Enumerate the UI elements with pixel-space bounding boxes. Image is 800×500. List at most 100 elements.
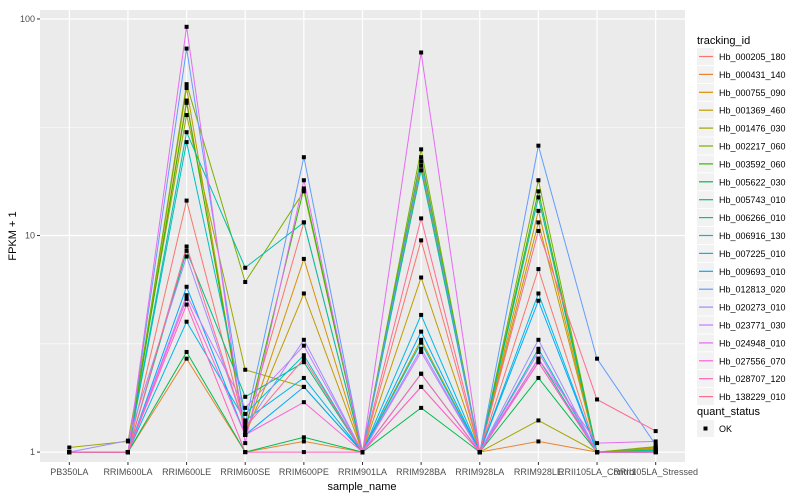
data-point — [301, 439, 306, 444]
data-point — [243, 418, 248, 423]
data-point — [419, 238, 424, 243]
x-axis: PB350LA RRIM600LA RRIM600LE RRIM600SE RRIM60… — [50, 462, 698, 477]
data-point — [243, 405, 248, 410]
data-point — [301, 360, 306, 365]
x-tick-label: RRII105LA_Stressed — [613, 467, 698, 477]
data-point — [419, 384, 424, 389]
data-point — [243, 421, 248, 426]
data-point — [301, 384, 306, 389]
data-point — [536, 337, 541, 342]
data-point — [419, 337, 424, 342]
data-point — [536, 346, 541, 351]
data-point — [184, 349, 189, 354]
y-tick-label: 1 — [30, 447, 35, 457]
legend-color-title: tracking_id — [697, 35, 750, 47]
data-point — [595, 397, 600, 402]
data-point — [419, 371, 424, 376]
legend-label: Hb_023771_030 — [719, 321, 786, 331]
legend-label: Hb_001476_030 — [719, 124, 786, 134]
data-point — [184, 46, 189, 51]
data-point — [301, 400, 306, 405]
data-point — [419, 168, 424, 173]
x-tick-label: RRIM600LE — [162, 467, 211, 477]
data-point — [301, 337, 306, 342]
x-tick-label: RRII105LA_Control — [558, 467, 636, 477]
y-axis: 1 10 100 — [20, 14, 40, 457]
data-point — [653, 439, 658, 444]
x-tick-label: RRIM928BA — [396, 467, 446, 477]
x-tick-label: RRIM901LA — [338, 467, 387, 477]
legend-label: Hb_020273_010 — [719, 303, 786, 313]
data-point — [243, 411, 248, 416]
data-point — [301, 450, 306, 455]
legend-label: Hb_000205_180 — [719, 52, 786, 62]
data-point — [184, 98, 189, 103]
data-point — [184, 85, 189, 90]
data-point — [419, 159, 424, 164]
data-point — [536, 298, 541, 303]
legend-label: OK — [719, 424, 732, 434]
data-point — [301, 220, 306, 225]
legend-shape-title: quant_status — [697, 406, 760, 418]
data-point — [243, 367, 248, 372]
data-point — [184, 248, 189, 253]
data-point — [419, 155, 424, 160]
data-point — [536, 349, 541, 354]
data-point — [184, 24, 189, 29]
data-point — [419, 275, 424, 280]
data-point — [301, 256, 306, 261]
data-point — [184, 113, 189, 118]
legend-label: Hb_002217_060 — [719, 142, 786, 152]
data-point — [595, 441, 600, 446]
data-point — [419, 216, 424, 221]
data-point — [184, 198, 189, 203]
data-point — [595, 450, 600, 455]
data-point — [360, 450, 365, 455]
data-point — [184, 356, 189, 361]
data-point — [301, 375, 306, 380]
x-tick-label: RRIM600PE — [279, 467, 329, 477]
legend-label: Hb_028707_120 — [719, 374, 786, 384]
data-point — [536, 178, 541, 183]
data-point — [536, 375, 541, 380]
data-point — [536, 228, 541, 233]
legend-label: Hb_000431_140 — [719, 70, 786, 80]
data-point — [301, 189, 306, 194]
data-point — [419, 50, 424, 55]
data-point — [243, 441, 248, 446]
data-point — [301, 435, 306, 440]
data-point — [536, 208, 541, 213]
data-point — [419, 340, 424, 345]
legend-label: Hb_003592_060 — [719, 159, 786, 169]
data-point — [243, 429, 248, 434]
data-point — [477, 450, 482, 455]
data-point — [653, 450, 658, 455]
data-point — [243, 280, 248, 285]
data-point — [184, 254, 189, 259]
y-tick-label: 100 — [20, 14, 35, 24]
legend-key-point — [703, 426, 708, 431]
legend-label: Hb_007225_010 — [719, 249, 786, 259]
legend-label: Hb_027556_070 — [719, 356, 786, 366]
data-point — [536, 356, 541, 361]
x-tick-label: RRIM928LA — [455, 467, 504, 477]
data-point — [301, 356, 306, 361]
series-points — [67, 24, 658, 455]
data-point — [536, 195, 541, 200]
y-tick-label: 10 — [25, 231, 35, 241]
legend-label: Hb_009693_010 — [719, 267, 786, 277]
x-tick-label: PB350LA — [50, 467, 88, 477]
data-point — [243, 432, 248, 437]
data-point — [419, 346, 424, 351]
legend-label: Hb_005743_010 — [719, 195, 786, 205]
data-point — [419, 329, 424, 334]
data-point — [243, 394, 248, 399]
data-point — [67, 450, 72, 455]
data-point — [301, 291, 306, 296]
data-point — [653, 442, 658, 447]
data-point — [67, 445, 72, 450]
data-point — [301, 178, 306, 183]
data-point — [184, 244, 189, 249]
data-point — [419, 147, 424, 152]
data-point — [184, 130, 189, 135]
